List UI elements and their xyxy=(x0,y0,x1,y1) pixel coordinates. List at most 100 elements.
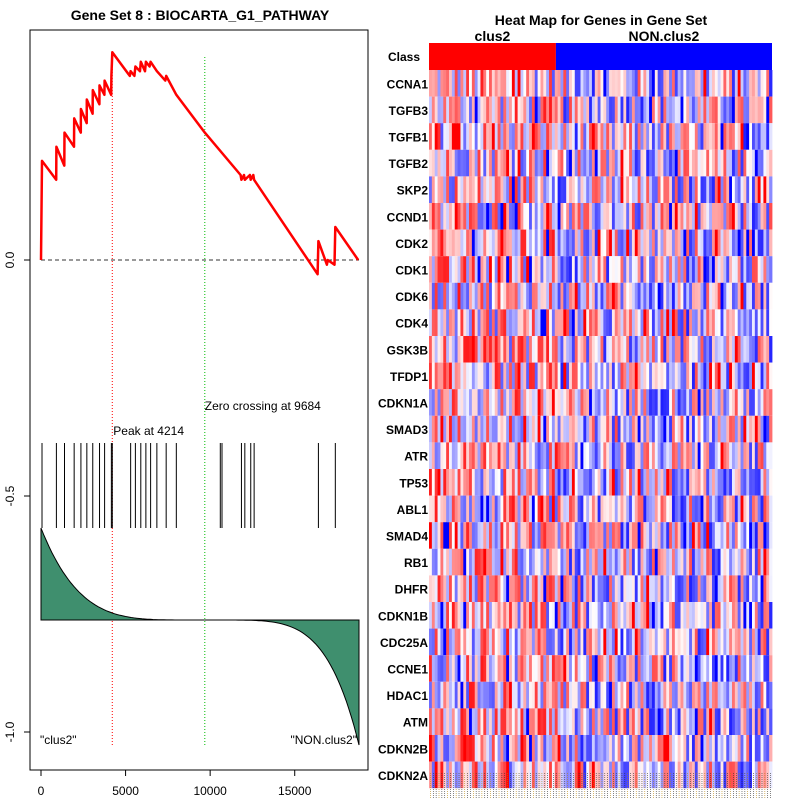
heatmap-cell xyxy=(660,602,664,629)
heatmap-cell xyxy=(766,336,770,363)
heatmap-cell xyxy=(694,256,699,283)
heatmap-cell xyxy=(480,735,484,762)
heatmap-cell xyxy=(760,681,764,709)
heatmap-cell xyxy=(451,70,456,97)
heatmap-cell xyxy=(760,522,764,549)
heatmap-cell xyxy=(537,309,541,336)
heatmap-cell xyxy=(646,548,650,576)
heatmap-cell xyxy=(729,309,733,336)
heatmap-cell xyxy=(689,70,693,97)
heatmap-cell xyxy=(503,149,507,177)
heatmap-cell xyxy=(746,96,750,124)
heatmap-cell xyxy=(609,282,613,310)
heatmap-cell xyxy=(746,735,750,762)
heatmap-cell xyxy=(611,309,616,336)
heatmap-cell xyxy=(463,442,467,469)
heatmap-cell xyxy=(597,309,601,336)
heatmap-cell xyxy=(457,761,461,789)
heatmap-cell xyxy=(574,735,579,762)
gene-label: CDC25A xyxy=(380,636,428,650)
heatmap-cell xyxy=(440,495,444,523)
heatmap-cell xyxy=(451,149,456,177)
heatmap-cell xyxy=(634,522,639,549)
heatmap-cell xyxy=(540,548,544,576)
heatmap-cell xyxy=(463,575,467,602)
heatmap-cell xyxy=(569,203,573,230)
heatmap-cell xyxy=(640,708,644,735)
heatmap-cell xyxy=(529,149,533,177)
heatmap-cell xyxy=(689,176,693,203)
heatmap-cell xyxy=(560,70,564,97)
heatmap-cell xyxy=(714,708,719,735)
heatmap-cell xyxy=(551,415,556,443)
heatmap-cell xyxy=(563,203,567,230)
heatmap-cell xyxy=(651,655,656,682)
heatmap-cell xyxy=(631,735,636,762)
heatmap-cell xyxy=(437,442,441,469)
heatmap-cell xyxy=(734,309,739,336)
heatmap-cell xyxy=(606,256,610,283)
heatmap-cell xyxy=(689,362,693,390)
heatmap-cell xyxy=(509,229,513,257)
heatmap-cell xyxy=(500,309,504,336)
heatmap-cell xyxy=(751,469,756,496)
heatmap-cell xyxy=(566,442,570,469)
heatmap-cell xyxy=(517,548,521,576)
heatmap-cell xyxy=(640,336,644,363)
heatmap-cell xyxy=(663,229,667,257)
heatmap-cell xyxy=(723,256,727,283)
heatmap-cell xyxy=(477,708,481,735)
heatmap-cell xyxy=(643,309,647,336)
heatmap-cell xyxy=(686,336,690,363)
heatmap-cell xyxy=(577,548,581,576)
heatmap-cell xyxy=(709,442,713,469)
heatmap-cell xyxy=(503,415,507,443)
heatmap-cell xyxy=(523,256,527,283)
heatmap-cell xyxy=(674,123,679,150)
heatmap-cell xyxy=(623,469,627,496)
heatmap-cell xyxy=(754,469,759,496)
heatmap-cell xyxy=(566,602,570,629)
heatmap-cell xyxy=(754,149,759,177)
heatmap-cell xyxy=(631,602,636,629)
heatmap-cell xyxy=(549,761,553,789)
heatmap-cell xyxy=(683,149,687,177)
heatmap-cell xyxy=(651,575,656,602)
heatmap-cell xyxy=(446,203,450,230)
gene-label: TFDP1 xyxy=(390,370,428,384)
heatmap-cell xyxy=(614,336,619,363)
heatmap-cell xyxy=(646,123,650,150)
heatmap-cell xyxy=(514,548,519,576)
heatmap-cell xyxy=(483,469,487,496)
heatmap-cell xyxy=(706,229,710,257)
heatmap-cell xyxy=(723,442,727,469)
heatmap-cell xyxy=(629,203,633,230)
heatmap-cell xyxy=(603,70,607,97)
heatmap-cell xyxy=(723,655,727,682)
heatmap-cell xyxy=(757,681,761,709)
heatmap-cell xyxy=(466,548,470,576)
heatmap-cell xyxy=(431,149,436,177)
heatmap-cell xyxy=(706,203,710,230)
heatmap-cell xyxy=(517,362,521,390)
heatmap-cell xyxy=(760,469,764,496)
heatmap-cell xyxy=(577,522,581,549)
heatmap-cell xyxy=(594,96,599,124)
heatmap-cell xyxy=(431,708,436,735)
heatmap-cell xyxy=(637,522,641,549)
heatmap-cell xyxy=(663,735,667,762)
heatmap-cell xyxy=(623,256,627,283)
heatmap-cell xyxy=(503,522,507,549)
heatmap-cell xyxy=(763,735,767,762)
heatmap-cell xyxy=(480,602,484,629)
heatmap-cell xyxy=(549,362,553,390)
heatmap-cell xyxy=(463,681,467,709)
heatmap-cell xyxy=(529,282,533,310)
heatmap-cell xyxy=(580,415,584,443)
heatmap-cell xyxy=(766,389,770,416)
heatmap-cell xyxy=(506,655,510,682)
heatmap-cell xyxy=(714,495,719,523)
heatmap-cell xyxy=(760,229,764,257)
heatmap-cell xyxy=(646,415,650,443)
